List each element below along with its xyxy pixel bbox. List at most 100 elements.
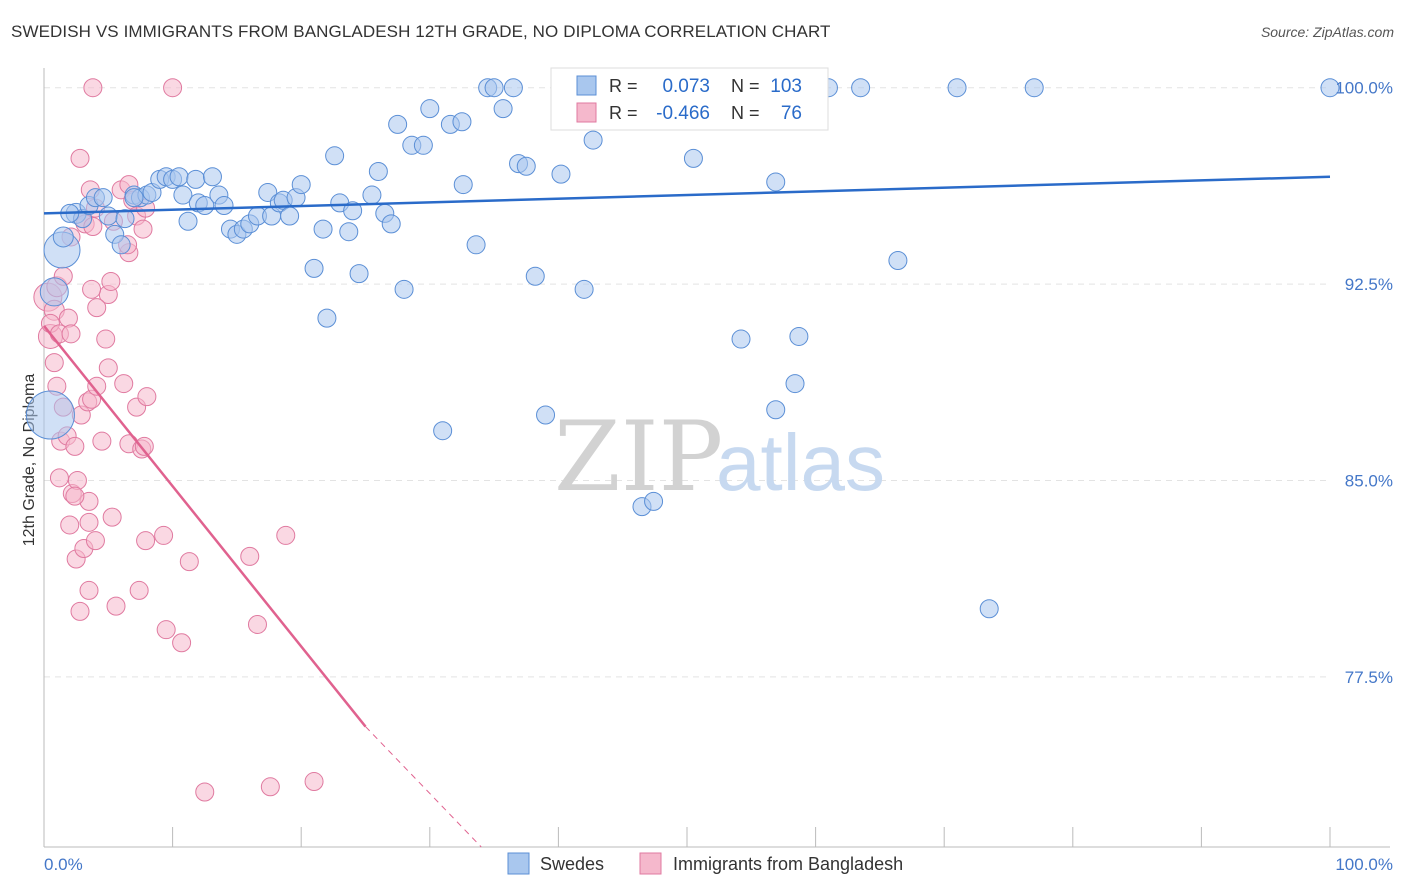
point-blue-50 xyxy=(368,161,388,181)
point-blue-86 xyxy=(766,400,786,420)
point-blue-52 xyxy=(381,214,401,234)
point-blue-62 xyxy=(466,235,486,255)
y-tick-label-1: 85.0% xyxy=(1345,471,1393,490)
watermark-zip: ZIP xyxy=(554,401,723,513)
point-blue-23 xyxy=(186,169,206,189)
point-blue-66 xyxy=(503,78,523,98)
point-blue-68 xyxy=(516,156,536,176)
point-blue-57 xyxy=(420,99,440,119)
trend-line-swedes xyxy=(43,175,1331,215)
point-blue-47 xyxy=(343,201,363,221)
point-pink-18 xyxy=(60,515,80,535)
point-pink-65 xyxy=(133,219,153,239)
point-blue-91 xyxy=(851,78,871,98)
chart-title: SWEDISH VS IMMIGRANTS FROM BANGLADESH 12… xyxy=(11,22,831,41)
point-blue-54 xyxy=(394,279,414,299)
point-pink-49 xyxy=(247,614,267,634)
point-pink-9 xyxy=(61,324,81,344)
x-tick-label-0: 0.0% xyxy=(44,855,83,874)
point-pink-48 xyxy=(240,546,260,566)
point-pink-41 xyxy=(137,387,157,407)
point-pink-53 xyxy=(70,148,90,168)
point-blue-70 xyxy=(536,405,556,425)
point-blue-42 xyxy=(313,219,333,239)
bottom-legend-swatch-bangladesh xyxy=(639,852,662,875)
point-blue-87 xyxy=(766,172,786,192)
legend-box: R = 0.073 N = 103 R = -0.466 N = 76 xyxy=(550,67,829,131)
gridlines xyxy=(44,87,1330,678)
point-blue-21 xyxy=(173,185,193,205)
legend-r-label-1: R = xyxy=(609,76,638,96)
point-blue-41 xyxy=(304,258,324,278)
point-pink-70 xyxy=(87,298,107,318)
legend-n-label-1: N = xyxy=(731,76,760,96)
trend-lines xyxy=(43,175,1331,848)
point-pink-46 xyxy=(179,552,199,572)
point-pink-74 xyxy=(163,78,183,98)
point-pink-72 xyxy=(101,271,121,291)
point-pink-39 xyxy=(136,531,156,551)
point-blue-84 xyxy=(731,329,751,349)
legend-r-value-1: 0.073 xyxy=(662,76,710,97)
point-pink-69 xyxy=(82,279,102,299)
point-pink-34 xyxy=(106,596,126,616)
point-blue-20 xyxy=(169,167,189,187)
y-tick-label-2: 92.5% xyxy=(1345,275,1393,294)
point-pink-17 xyxy=(67,470,87,490)
legend-swatch-swedes xyxy=(576,75,597,96)
legend-n-label-2: N = xyxy=(731,103,760,123)
point-pink-44 xyxy=(156,620,176,640)
point-blue-89 xyxy=(789,326,809,346)
legend-r-value-2: -0.466 xyxy=(656,103,710,124)
point-blue-88 xyxy=(785,374,805,394)
point-blue-43 xyxy=(317,308,337,328)
point-blue-65 xyxy=(493,99,513,119)
point-blue-53 xyxy=(388,114,408,134)
point-blue-64 xyxy=(484,78,504,98)
point-blue-12 xyxy=(115,209,135,229)
point-pink-73 xyxy=(83,78,103,98)
point-blue-40 xyxy=(291,175,311,195)
tick-labels: 77.5% 85.0% 92.5% 100.0% 0.0% 100.0% xyxy=(44,79,1393,874)
point-blue-49 xyxy=(362,185,382,205)
point-blue-61 xyxy=(453,175,473,195)
legend-n-value-1: 103 xyxy=(770,76,802,97)
bottom-legend-bangladesh: Immigrants from Bangladesh xyxy=(673,854,903,874)
point-pink-8 xyxy=(58,308,78,328)
point-pink-31 xyxy=(92,431,112,451)
point-pink-30 xyxy=(87,376,107,396)
point-blue-22 xyxy=(178,211,198,231)
point-pink-33 xyxy=(102,507,122,527)
y-tick-label-3: 100.0% xyxy=(1335,79,1393,98)
bottom-legend: Swedes Immigrants from Bangladesh xyxy=(507,852,903,875)
point-pink-42 xyxy=(134,436,154,456)
bottom-legend-swedes: Swedes xyxy=(540,854,604,874)
point-pink-24 xyxy=(79,580,99,600)
legend-r-label-2: R = xyxy=(609,103,638,123)
point-pink-32 xyxy=(98,358,118,378)
watermark-atlas: atlas xyxy=(716,418,885,507)
point-blue-94 xyxy=(979,599,999,619)
point-blue-69 xyxy=(525,266,545,286)
point-pink-43 xyxy=(154,525,174,545)
point-blue-46 xyxy=(339,222,359,242)
point-blue-9 xyxy=(98,206,118,226)
trend-line-bangladesh-extension xyxy=(365,726,482,848)
point-pink-21 xyxy=(79,512,99,532)
point-pink-15 xyxy=(65,436,85,456)
point-pink-51 xyxy=(276,525,296,545)
point-blue-92 xyxy=(888,251,908,271)
legend-n-value-2: 76 xyxy=(781,103,802,124)
y-tick-label-0: 77.5% xyxy=(1345,668,1393,687)
point-pink-40 xyxy=(129,580,149,600)
point-blue-60 xyxy=(452,112,472,132)
point-blue-28 xyxy=(214,196,234,216)
point-blue-95 xyxy=(1024,78,1044,98)
point-blue-74 xyxy=(574,279,594,299)
point-blue-75 xyxy=(583,130,603,150)
watermark: ZIP atlas xyxy=(554,401,885,513)
point-pink-25 xyxy=(70,601,90,621)
point-blue-11 xyxy=(111,235,131,255)
point-pink-35 xyxy=(114,374,134,394)
point-blue-97 xyxy=(124,188,144,208)
